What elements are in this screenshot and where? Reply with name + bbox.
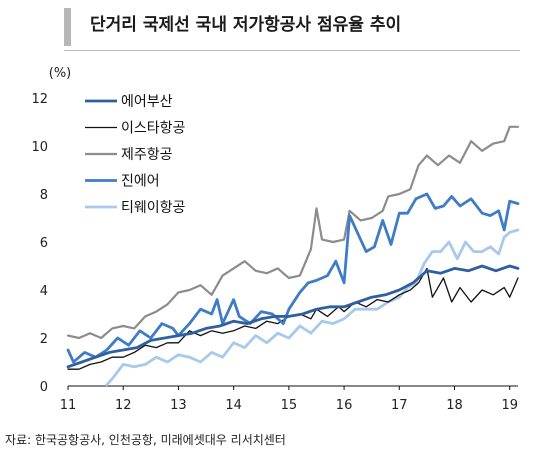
- series-line-4: [105, 228, 520, 387]
- title-bar: 단거리 국제선 국내 저가항공사 점유율 추이: [0, 0, 546, 51]
- x-tick-label: 18: [446, 398, 463, 413]
- series-line-1: [67, 267, 519, 370]
- series-line-3: [66, 192, 520, 364]
- x-tick-label: 12: [115, 398, 132, 413]
- series-line-0: [66, 264, 520, 369]
- legend-label-0: 에어부산: [121, 94, 173, 110]
- chart-axes: (%) 0 2 4 6 8 10 12 11 12 13 14 15 16 17 18 19: [31, 66, 518, 413]
- y-tick-label: 12: [31, 92, 48, 107]
- legend-label-3: 진에어: [121, 174, 160, 190]
- legend-label-1: 이스타항공: [121, 121, 186, 137]
- chart-title: 단거리 국제선 국내 저가항공사 점유율 추이: [90, 15, 402, 35]
- title-rule: [64, 50, 520, 51]
- chart-lines: [66, 125, 520, 387]
- legend-label-4: 티웨이항공: [121, 200, 186, 216]
- series-line-2: [66, 125, 520, 340]
- y-tick-label: 2: [40, 332, 48, 347]
- x-tick-label: 11: [60, 398, 77, 413]
- x-tick-label: 19: [501, 398, 518, 413]
- x-tick-label: 13: [170, 398, 187, 413]
- y-tick-label: 6: [40, 236, 48, 251]
- x-tick-label: 17: [391, 398, 408, 413]
- y-tick-label: 4: [40, 284, 48, 299]
- y-tick-label: 10: [31, 140, 48, 155]
- title-accent-bar: [64, 8, 71, 46]
- y-tick-label: 0: [40, 380, 48, 395]
- x-tick-label: 16: [336, 398, 353, 413]
- source-note: 자료: 한국공항공사, 인천공항, 미래에셋대우 리서치센터: [5, 433, 286, 447]
- x-tick-label: 14: [225, 398, 242, 413]
- x-tick-label: 15: [281, 398, 298, 413]
- y-axis-unit-label: (%): [49, 66, 72, 81]
- legend-label-2: 제주항공: [121, 147, 173, 163]
- y-tick-label: 8: [40, 188, 48, 203]
